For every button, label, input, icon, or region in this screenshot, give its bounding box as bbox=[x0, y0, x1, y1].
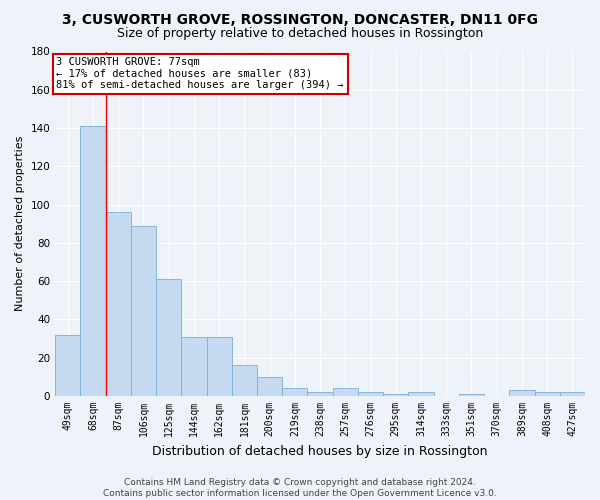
Bar bbox=[55, 335, 80, 396]
Bar bbox=[131, 226, 156, 396]
Bar bbox=[181, 336, 206, 396]
Bar bbox=[80, 126, 106, 396]
Bar bbox=[206, 336, 232, 396]
X-axis label: Distribution of detached houses by size in Rossington: Distribution of detached houses by size … bbox=[152, 444, 488, 458]
Text: Size of property relative to detached houses in Rossington: Size of property relative to detached ho… bbox=[117, 28, 483, 40]
Bar bbox=[332, 388, 358, 396]
Bar bbox=[383, 394, 409, 396]
Text: 3 CUSWORTH GROVE: 77sqm
← 17% of detached houses are smaller (83)
81% of semi-de: 3 CUSWORTH GROVE: 77sqm ← 17% of detache… bbox=[56, 57, 344, 90]
Y-axis label: Number of detached properties: Number of detached properties bbox=[15, 136, 25, 312]
Bar bbox=[358, 392, 383, 396]
Bar bbox=[106, 212, 131, 396]
Bar bbox=[232, 366, 257, 396]
Bar bbox=[509, 390, 535, 396]
Bar bbox=[282, 388, 307, 396]
Bar bbox=[257, 377, 282, 396]
Text: 3, CUSWORTH GROVE, ROSSINGTON, DONCASTER, DN11 0FG: 3, CUSWORTH GROVE, ROSSINGTON, DONCASTER… bbox=[62, 12, 538, 26]
Bar bbox=[409, 392, 434, 396]
Bar bbox=[560, 392, 585, 396]
Bar bbox=[156, 280, 181, 396]
Bar bbox=[459, 394, 484, 396]
Text: Contains HM Land Registry data © Crown copyright and database right 2024.
Contai: Contains HM Land Registry data © Crown c… bbox=[103, 478, 497, 498]
Bar bbox=[307, 392, 332, 396]
Bar bbox=[535, 392, 560, 396]
